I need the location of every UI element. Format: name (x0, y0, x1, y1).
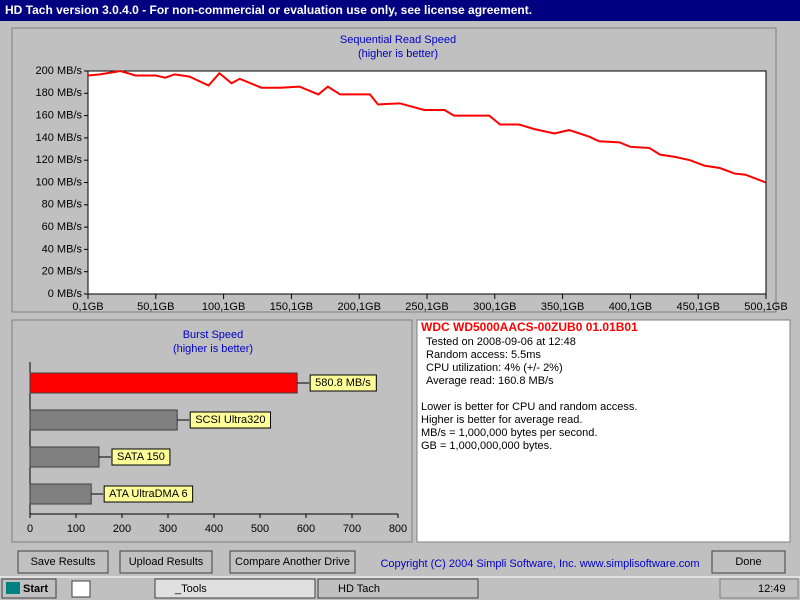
task-label: _Tools (174, 583, 207, 595)
y-tick-label: 40 MB/s (42, 243, 83, 255)
bar-label-box (111, 448, 171, 466)
x-tick-label: 400 (205, 523, 223, 535)
note-line: Higher is better for average read. (421, 414, 582, 426)
chart-title: Burst Speed (183, 329, 244, 341)
bar-label: SATA 150 (117, 451, 165, 463)
button[interactable]: Upload Results (119, 550, 213, 574)
note-line: GB = 1,000,000,000 bytes. (421, 440, 552, 452)
button-label: Upload Results (129, 556, 204, 568)
x-tick-label: 500,1GB (744, 301, 787, 313)
quick-launch[interactable] (71, 580, 91, 598)
tray (719, 578, 799, 599)
button-label: Save Results (31, 556, 96, 568)
read-speed-line (87, 69, 767, 184)
x-tick-label: 100 (67, 523, 85, 535)
bar-label-box (103, 485, 194, 503)
x-tick-label: 0,1GB (72, 301, 103, 313)
bar-label-box (189, 411, 272, 429)
x-tick-label: 300 (159, 523, 177, 535)
task-button[interactable] (154, 578, 316, 599)
burst-bar (29, 372, 298, 394)
result-line: CPU utilization: 4% (+/- 2%) (426, 362, 563, 374)
button[interactable]: Compare Another Drive (229, 550, 356, 574)
x-tick-label: 200 (113, 523, 131, 535)
info-panel (416, 319, 791, 543)
button-label: Done (735, 556, 761, 568)
x-tick-label: 700 (343, 523, 361, 535)
button-face (17, 550, 109, 574)
button[interactable]: Done (711, 550, 786, 574)
bar-label: SCSI Ultra320 (195, 414, 265, 426)
x-tick-label: 400,1GB (609, 301, 652, 313)
button-face (119, 550, 213, 574)
x-tick-label: 150,1GB (270, 301, 313, 313)
window-title: HD Tach version 3.0.4.0 - For non-commer… (5, 3, 532, 17)
result-line: Average read: 160.8 MB/s (426, 375, 554, 387)
chart-subtitle: (higher is better) (173, 343, 253, 355)
x-tick-label: 600 (297, 523, 315, 535)
chart-title: Sequential Read Speed (340, 34, 456, 46)
y-tick-label: 140 MB/s (36, 132, 83, 144)
x-tick-label: 0 (27, 523, 33, 535)
task-label: HD Tach (338, 583, 380, 595)
x-tick-label: 100,1GB (202, 301, 245, 313)
note-line: MB/s = 1,000,000 bytes per second. (421, 427, 597, 439)
y-tick-label: 160 MB/s (36, 110, 83, 122)
copyright: Copyright (C) 2004 Simpli Software, Inc.… (380, 558, 699, 570)
y-tick-label: 0 MB/s (48, 288, 83, 300)
y-tick-label: 80 MB/s (42, 199, 83, 211)
y-tick-label: 100 MB/s (36, 176, 83, 188)
task-button[interactable] (317, 578, 479, 599)
drive-name: WDC WD5000AACS-00ZUB0 01.01B01 (421, 320, 638, 334)
start-icon (6, 582, 20, 594)
title-bar (0, 0, 800, 21)
x-tick-label: 300,1GB (473, 301, 516, 313)
button-face (229, 550, 356, 574)
burst-bar (29, 483, 92, 505)
y-tick-label: 120 MB/s (36, 154, 83, 166)
result-line: Random access: 5.5ms (426, 349, 541, 361)
y-tick-label: 20 MB/s (42, 266, 83, 278)
burst-bar (29, 409, 178, 431)
x-tick-label: 200,1GB (337, 301, 380, 313)
x-tick-label: 500 (251, 523, 269, 535)
button-label: Compare Another Drive (235, 556, 350, 568)
burst-panel (11, 319, 413, 543)
y-tick-label: 200 MB/s (36, 65, 83, 77)
bar-label: 580.8 MB/s (315, 377, 371, 389)
result-line: Tested on 2008-09-06 at 12:48 (426, 336, 576, 348)
x-tick-label: 250,1GB (405, 301, 448, 313)
x-tick-label: 450,1GB (676, 301, 719, 313)
clock: 12:49 (758, 583, 786, 595)
x-tick-label: 350,1GB (541, 301, 584, 313)
chart-subtitle: (higher is better) (358, 48, 438, 60)
bar-label: ATA UltraDMA 6 (109, 488, 187, 500)
start-label: Start (23, 583, 48, 595)
x-tick-label: 50,1GB (137, 301, 174, 313)
note-line: Lower is better for CPU and random acces… (421, 401, 637, 413)
burst-bar (29, 446, 100, 468)
read-plot-area (87, 70, 767, 295)
x-tick-label: 800 (389, 523, 407, 535)
bar-label-box (309, 374, 377, 392)
button[interactable]: Save Results (17, 550, 109, 574)
button-face (711, 550, 786, 574)
y-tick-label: 60 MB/s (42, 221, 83, 233)
y-tick-label: 180 MB/s (36, 87, 83, 99)
